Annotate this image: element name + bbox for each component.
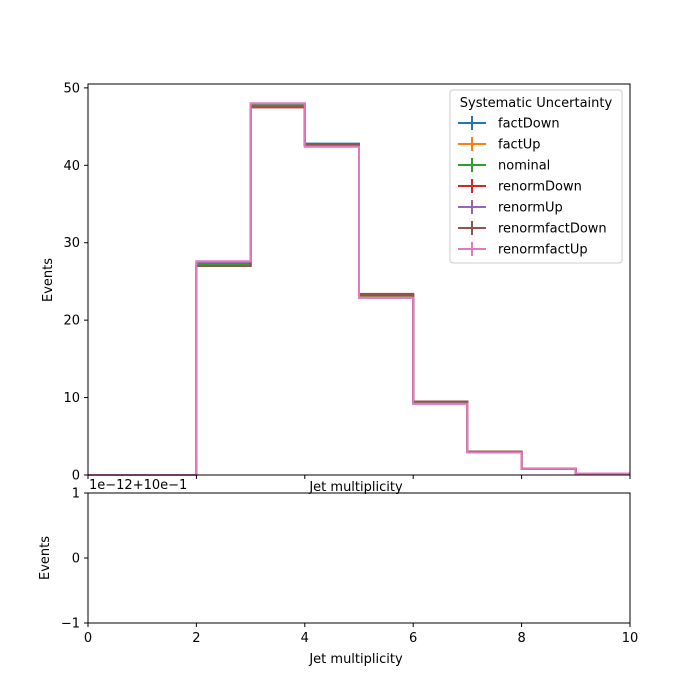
legend-entry-renormDown: renormDown bbox=[458, 179, 582, 195]
legend-entries: factDown factUp nominal renormDown renormUp r… bbox=[458, 116, 607, 258]
legend-box bbox=[449, 89, 623, 264]
main-y-axis-label: Events bbox=[41, 258, 56, 302]
series-renormfactUp-step bbox=[88, 102, 630, 476]
legend-entry-renormfactUp: renormfactUp bbox=[458, 242, 588, 258]
legend-label-renormUp: renormUp bbox=[498, 201, 563, 216]
legend-entry-renormUp: renormUp bbox=[458, 200, 563, 216]
main-plot-frame bbox=[87, 83, 631, 476]
legend-label-nominal: nominal bbox=[498, 159, 550, 174]
ratio-y-ticks: −1 0 1 bbox=[61, 487, 88, 632]
legend-entry-renormfactDown: renormfactDown bbox=[458, 221, 607, 237]
main-y-tick-label: 20 bbox=[63, 314, 80, 329]
ratio-offset-text: 1e−12+10e−1 bbox=[89, 478, 187, 493]
main-y-tick-label: 10 bbox=[63, 391, 80, 406]
main-x-axis-label: Jet multiplicity bbox=[308, 480, 403, 495]
legend-label-renormfactDown: renormfactDown bbox=[498, 222, 607, 237]
ratio-y-tick-label: 1 bbox=[72, 487, 80, 502]
ratio-y-axis-label: Events bbox=[38, 536, 53, 580]
ratio-plot: 1e−12+10e−1 −1 0 1 0 2 4 6 8 10 Events Jet mult… bbox=[38, 478, 638, 667]
histogram-series-group bbox=[88, 102, 630, 476]
ratio-x-tick-label: 4 bbox=[301, 631, 309, 646]
main-y-tick-label: 0 bbox=[72, 469, 80, 484]
legend-title: Systematic Uncertainty bbox=[460, 96, 613, 111]
legend-label-renormDown: renormDown bbox=[498, 180, 582, 195]
ratio-x-tick-label: 2 bbox=[192, 631, 200, 646]
legend-entry-factUp: factUp bbox=[458, 137, 541, 153]
ratio-x-axis-label: Jet multiplicity bbox=[308, 652, 403, 667]
legend-entry-nominal: nominal bbox=[458, 158, 550, 174]
ratio-x-tick-label: 0 bbox=[84, 631, 92, 646]
ratio-y-tick-label: −1 bbox=[61, 617, 80, 632]
ratio-x-ticks: 0 2 4 6 8 10 bbox=[84, 623, 638, 646]
ratio-x-tick-label: 6 bbox=[409, 631, 417, 646]
legend: Systematic Uncertainty factDown factUp nom… bbox=[449, 89, 623, 264]
ratio-y-tick-label: 0 bbox=[72, 552, 80, 567]
main-y-tick-label: 40 bbox=[63, 159, 80, 174]
legend-label-renormfactUp: renormfactUp bbox=[498, 243, 588, 258]
main-y-tick-label: 30 bbox=[63, 236, 80, 251]
legend-entry-factDown: factDown bbox=[458, 116, 560, 132]
main-y-tick-label: 50 bbox=[63, 81, 80, 96]
ratio-x-tick-label: 10 bbox=[622, 631, 639, 646]
main-plot: 0 10 20 30 40 50 Events Jet multiplicity bbox=[41, 81, 631, 495]
main-y-ticks: 0 10 20 30 40 50 bbox=[63, 81, 88, 484]
main-x-ticks bbox=[87, 475, 631, 479]
legend-label-factDown: factDown bbox=[498, 117, 560, 132]
ratio-x-tick-label: 8 bbox=[517, 631, 525, 646]
legend-label-factUp: factUp bbox=[498, 138, 541, 153]
